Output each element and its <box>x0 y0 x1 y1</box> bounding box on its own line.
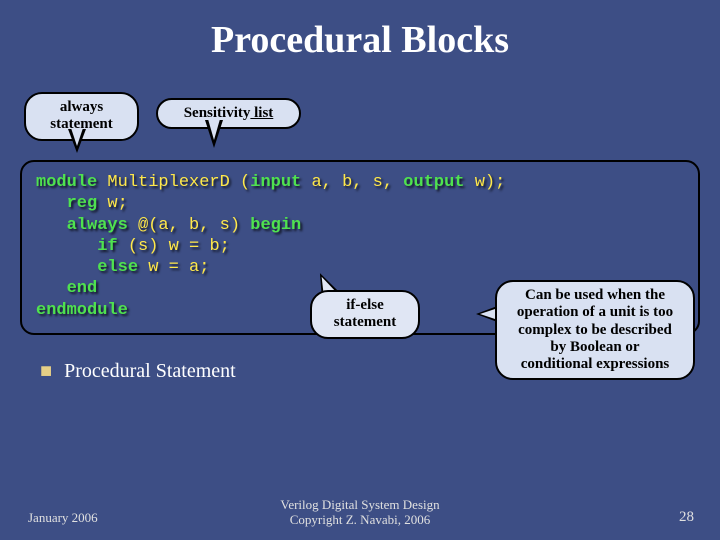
callout-always-line1: always <box>40 99 123 116</box>
bullet-procedural-statement: ■ Procedural Statement <box>40 360 236 383</box>
bullet-marker-icon: ■ <box>40 360 52 382</box>
bullet-text: Procedural Statement <box>64 360 236 382</box>
code-l1f: w); <box>465 173 506 192</box>
kw-input: input <box>250 173 301 192</box>
callout-sensitivity-list: Sensitivity list <box>156 98 301 129</box>
desc-l3: complex to be described <box>511 322 679 339</box>
kw-if: if <box>97 237 117 256</box>
callout-description: Can be used when the operation of a unit… <box>495 280 695 380</box>
footer-page-number: 28 <box>679 509 694 526</box>
desc-l4: by Boolean or <box>511 339 679 356</box>
callout-ifelse-line2: statement <box>326 314 404 331</box>
footer-credit-l2: Copyright Z. Navabi, 2006 <box>0 512 720 528</box>
kw-begin: begin <box>250 216 301 235</box>
kw-module: module <box>36 173 97 192</box>
code-l1d: a, b, s, <box>301 173 403 192</box>
callout-sensitivity-tail <box>205 120 223 148</box>
code-l4a <box>36 237 97 256</box>
code-l4c: (s) w = b; <box>118 237 230 256</box>
kw-endmodule: endmodule <box>36 301 128 320</box>
code-l6a <box>36 279 67 298</box>
kw-else: else <box>97 258 138 277</box>
code-l5c: w = a; <box>138 258 209 277</box>
callout-always-tail <box>68 129 86 153</box>
code-l3a <box>36 216 67 235</box>
kw-reg: reg <box>67 194 98 213</box>
code-l2a <box>36 194 67 213</box>
kw-output: output <box>403 173 464 192</box>
code-l5a <box>36 258 97 277</box>
kw-end: end <box>67 279 98 298</box>
footer-credit: Verilog Digital System Design Copyright … <box>0 497 720 528</box>
slide-title: Procedural Blocks <box>0 0 720 62</box>
callout-ifelse-line1: if-else <box>326 297 404 314</box>
code-l2c: w; <box>97 194 128 213</box>
desc-l5: conditional expressions <box>511 356 679 373</box>
callout-sens-under: list <box>250 105 273 121</box>
code-l1b: MultiplexerD ( <box>97 173 250 192</box>
callout-ifelse-statement: if-else statement <box>310 290 420 339</box>
desc-l1: Can be used when the <box>511 287 679 304</box>
footer-credit-l1: Verilog Digital System Design <box>0 497 720 513</box>
code-l3c: @(a, b, s) <box>128 216 250 235</box>
desc-l2: operation of a unit is too <box>511 304 679 321</box>
kw-always: always <box>67 216 128 235</box>
